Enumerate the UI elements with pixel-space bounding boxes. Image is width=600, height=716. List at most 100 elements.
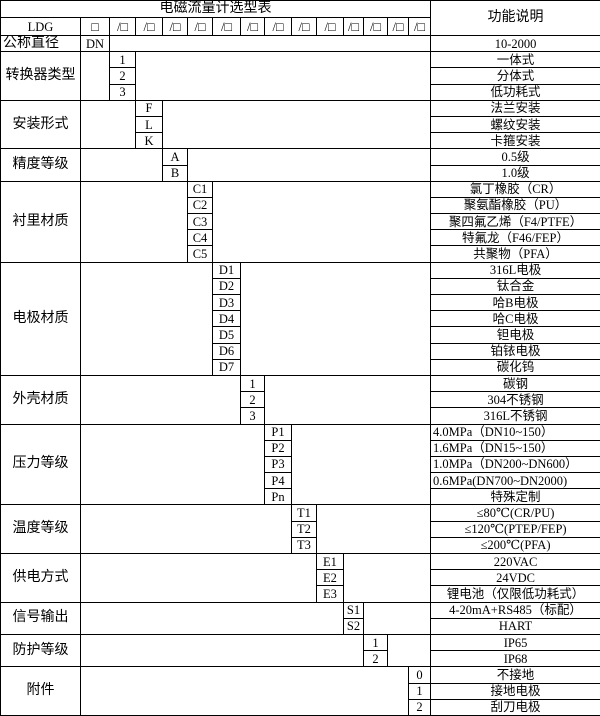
option-code: 2 (407, 698, 432, 716)
option-code: T1 (291, 504, 317, 522)
option-code: D2 (212, 277, 241, 296)
option-description: 接地电极 (430, 682, 600, 700)
code-slot-header: /□ (240, 17, 265, 36)
option-description: 1.0MPa（DN200~DN600） (430, 455, 600, 474)
code-slot-header: □ (80, 17, 110, 36)
empty-cell (342, 553, 432, 603)
option-description: 特殊定制 (430, 488, 600, 506)
table-row: D4 哈C电极 (1, 310, 600, 328)
option-code: 3 (109, 83, 136, 101)
option-description: 1.6MPa（DN15~150） (430, 439, 600, 457)
table-row: 衬里材质 C1 氯丁橡胶（CR） (0, 180, 600, 263)
option-description: 钽电极 (430, 326, 600, 344)
option-code: C3 (187, 213, 213, 231)
empty-cell (134, 51, 432, 101)
empty-cell (80, 51, 110, 101)
option-code: C1 (187, 180, 213, 198)
empty-cell (80, 374, 241, 425)
option-description: 0.5级 (430, 148, 600, 166)
option-description: 24VDC (430, 569, 600, 587)
option-description: 10-2000 (430, 34, 600, 53)
table-row: 信号输出 S1 4-20mA+RS485（标配） (0, 601, 600, 635)
table-row: 温度等级 T1 ≤80℃(CR/PU) (0, 504, 600, 554)
function-header: 功能说明 (430, 0, 600, 36)
option-code: S1 (343, 601, 364, 619)
group-label: 温度等级 (0, 504, 81, 554)
table-row: 公称直径 DN 10-2000 (0, 34, 600, 53)
option-code: K (135, 132, 163, 150)
code-slot-header: /□ (187, 17, 213, 36)
table-row: 电极材质 D1 316L电极 (0, 261, 600, 376)
table-row: P3 1.0MPa（DN200~DN600） (1, 455, 600, 474)
empty-cell (239, 261, 432, 376)
option-code: D5 (212, 326, 241, 344)
option-description: 不接地 (430, 666, 600, 684)
option-description: 刮刀电极 (430, 698, 600, 716)
empty-cell (80, 99, 136, 150)
table-row: 转换器类型 1 一体式 (0, 51, 600, 101)
group-label: 转换器类型 (0, 51, 81, 101)
option-code: 2 (363, 650, 388, 668)
option-description: IP65 (430, 633, 600, 652)
empty-cell (108, 34, 432, 53)
option-description: 4-20mA+RS485（标配） (430, 601, 600, 619)
option-description: 哈C电极 (430, 310, 600, 328)
option-description: 碳化钨 (430, 358, 600, 376)
empty-cell (80, 553, 317, 603)
option-code: Pn (264, 488, 292, 506)
table-row: 压力等级 P1 4.0MPa（DN10~150） (0, 423, 600, 506)
option-code: S2 (343, 617, 364, 635)
option-description: ≤200℃(PFA) (430, 536, 600, 555)
option-code: A (162, 148, 188, 166)
option-code: E1 (316, 552, 344, 571)
group-label: 防护等级 (0, 633, 81, 668)
option-description: 304不锈钢 (430, 391, 600, 409)
table-row: 防护等级 1 IP65 (0, 633, 600, 668)
option-description: IP68 (430, 650, 600, 668)
option-description: 共聚物（PFA） (430, 245, 600, 263)
option-code: P4 (264, 472, 292, 490)
option-description: 法兰安装 (430, 99, 600, 117)
option-description: 特氟龙（F46/FEP） (430, 229, 600, 247)
option-description: 钛合金 (430, 277, 600, 296)
group-label: 衬里材质 (0, 180, 81, 263)
option-code: DN (80, 34, 110, 53)
option-code: C2 (187, 196, 213, 215)
table-row: B 1.0级 (1, 164, 600, 182)
table-row: 安装形式 F 法兰安装 (0, 99, 600, 150)
table-row: C5 共聚物（PFA） (1, 245, 600, 263)
option-code: D1 (212, 261, 241, 279)
code-slot-header: /□ (264, 17, 292, 36)
empty-cell (386, 633, 432, 668)
option-description: 聚四氟乙烯（F4/PTFE） (430, 213, 600, 231)
empty-cell (80, 148, 163, 182)
table-row: 供电方式 E1 220VAC (0, 552, 600, 603)
code-slot-header: /□ (109, 17, 136, 36)
empty-cell (211, 180, 432, 263)
table-row: E2 24VDC (1, 569, 600, 587)
group-label: 供电方式 (0, 553, 81, 603)
table-row: 精度等级 A 0.5级 (0, 148, 600, 182)
option-description: 1.0级 (430, 164, 600, 182)
table-row: E3 锂电池（仅限低功耗式） (1, 585, 600, 603)
option-description: 氯丁橡胶（CR） (430, 180, 600, 198)
table-row: K 卡箍安装 (1, 132, 600, 150)
option-code: B (162, 164, 188, 182)
option-code: E3 (316, 585, 344, 603)
option-code: F (135, 99, 163, 117)
option-code: L (135, 115, 163, 134)
empty-cell (80, 261, 213, 376)
option-code: C5 (187, 245, 213, 263)
group-label: 精度等级 (0, 148, 81, 182)
code-slot-header: /□ (407, 17, 432, 36)
option-code: 3 (240, 407, 265, 425)
option-description: 分体式 (430, 67, 600, 85)
option-code: 1 (407, 682, 432, 700)
option-code: D7 (212, 358, 241, 376)
option-description: 铂铱电极 (430, 342, 600, 360)
option-code: 1 (363, 633, 388, 652)
option-description: 聚氨酯橡胶（PU） (430, 196, 600, 215)
table-row: 外壳材质 1 碳钢 (0, 374, 600, 425)
group-label: 压力等级 (0, 423, 81, 506)
